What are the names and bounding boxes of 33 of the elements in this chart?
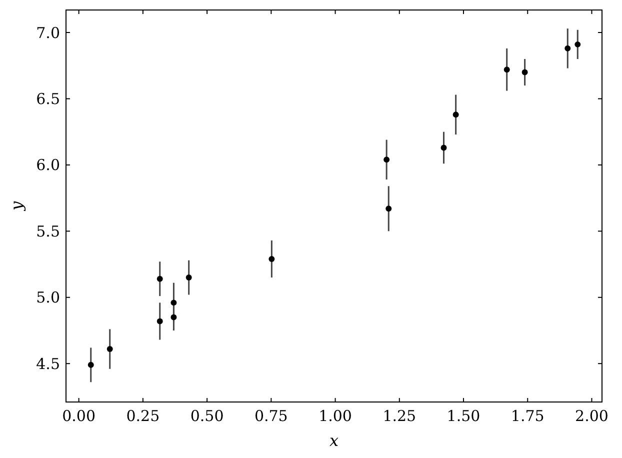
x-tick-label: 0.75 — [254, 407, 288, 425]
point — [452, 112, 459, 118]
point — [88, 362, 94, 368]
point — [386, 206, 392, 212]
point — [268, 256, 275, 262]
x-tick-label: 1.50 — [446, 407, 480, 425]
y-tick-label: 7.0 — [36, 24, 60, 42]
x-tick-label: 1.75 — [510, 407, 544, 425]
point — [522, 69, 528, 76]
x-tick-label: 0.50 — [190, 407, 224, 425]
x-tick-label: 0.00 — [62, 407, 96, 425]
y-axis-title: y — [7, 200, 26, 212]
point — [170, 300, 177, 306]
point — [156, 276, 163, 282]
point — [504, 66, 510, 73]
y-tick-label: 4.5 — [36, 354, 60, 373]
y-tick-label: 5.0 — [36, 288, 60, 307]
x-tick-label: 2.00 — [575, 407, 608, 425]
point — [156, 318, 163, 324]
point — [564, 45, 571, 52]
y-tick-label: 6.5 — [36, 90, 60, 108]
y-tick-label: 6.0 — [36, 156, 60, 174]
x-axis-title: x — [329, 431, 339, 450]
point — [384, 156, 390, 163]
x-tick-label: 1.25 — [382, 407, 416, 425]
point — [106, 346, 113, 352]
x-tick-label: 1.00 — [318, 407, 352, 425]
x-tick-label: 0.25 — [126, 407, 160, 425]
y-tick-label: 5.5 — [36, 222, 60, 240]
point — [186, 274, 192, 280]
point — [440, 144, 447, 151]
point — [170, 314, 177, 320]
point — [574, 41, 581, 48]
